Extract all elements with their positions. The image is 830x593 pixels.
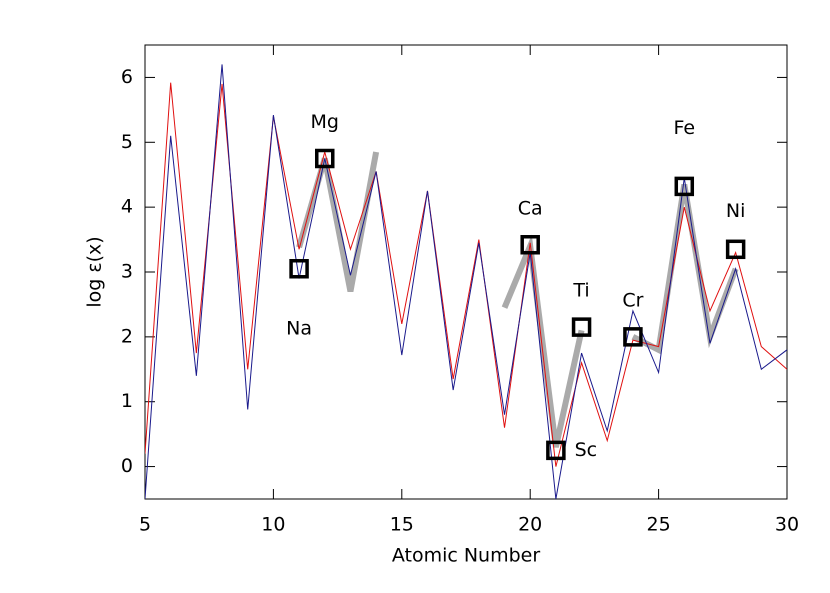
marker-square	[520, 235, 540, 255]
point-label: Na	[286, 317, 312, 339]
point-label: Fe	[673, 117, 695, 139]
y-tick-label: 3	[121, 261, 133, 283]
marker-square	[674, 176, 695, 197]
y-tick-label: 2	[121, 325, 133, 347]
point-label: Cr	[622, 289, 643, 311]
data-line	[145, 82, 787, 467]
marker-square	[725, 239, 746, 260]
x-tick-label: 10	[261, 514, 285, 536]
marker-square	[546, 440, 566, 461]
x-axis-label: Atomic Number	[392, 545, 541, 567]
y-axis-label: log ε(x)	[84, 236, 106, 307]
marker-square	[571, 317, 592, 337]
point-label: Mg	[311, 111, 339, 133]
point-label: Ni	[726, 200, 746, 222]
x-tick-label: 5	[139, 514, 151, 536]
y-tick-label: 4	[121, 196, 133, 218]
marker-square	[289, 259, 309, 279]
x-tick-label: 25	[647, 514, 671, 536]
y-tick-label: 0	[121, 455, 133, 477]
y-tick-label: 6	[121, 66, 133, 88]
y-tick-label: 1	[121, 390, 133, 412]
x-tick-label: 30	[775, 514, 799, 536]
point-label: Sc	[575, 439, 598, 461]
point-label: Ca	[518, 197, 543, 219]
y-tick-label: 5	[121, 131, 133, 153]
marker-square	[315, 148, 335, 169]
x-tick-label: 20	[518, 514, 542, 536]
point-label: Ti	[572, 280, 589, 302]
marker-square	[623, 327, 643, 347]
data-line	[145, 64, 787, 499]
plot-frame	[144, 44, 788, 500]
x-tick-label: 15	[390, 514, 414, 536]
